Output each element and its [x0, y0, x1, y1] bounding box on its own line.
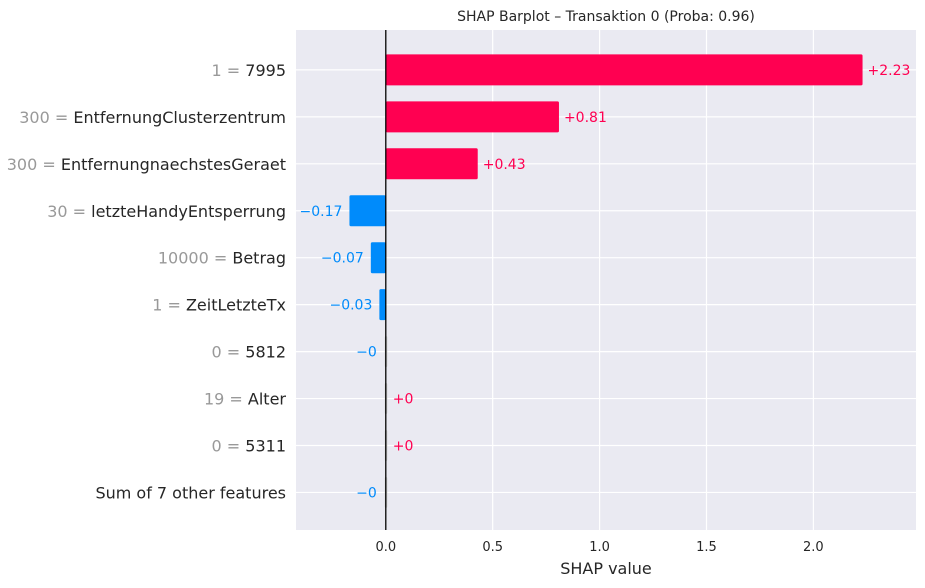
feature-value: 300 = [19, 108, 73, 127]
feature-value: 10000 = [158, 249, 232, 268]
feature-label: Sum of 7 other features [95, 483, 286, 502]
feature-name: Alter [248, 390, 287, 409]
feature-value: 300 = [7, 155, 61, 174]
feature-label: 1 = ZeitLetzteTx [152, 296, 286, 315]
x-tick-label: 1.5 [696, 540, 717, 555]
feature-name: ZeitLetzteTx [186, 296, 286, 315]
x-ticks: 0.0 0.5 1.0 1.5 2.0 [375, 540, 823, 555]
feature-name: 5812 [245, 343, 286, 362]
feature-name: EntfernungnaechstesGeraet [61, 155, 286, 174]
feature-value: 30 = [47, 202, 91, 221]
bar-value-label: +2.23 [868, 63, 911, 79]
shap-bar [370, 242, 386, 274]
feature-label: 0 = 5311 [212, 436, 286, 455]
x-tick-label: 1.0 [589, 540, 610, 555]
feature-label: 10000 = Betrag [158, 249, 286, 268]
feature-name: Betrag [232, 249, 286, 268]
feature-label: 19 = Alter [204, 390, 286, 409]
shap-bar [379, 289, 386, 321]
bar-value-label: +0 [393, 438, 414, 454]
x-axis-label: SHAP value [560, 559, 652, 578]
shap-bar [385, 148, 478, 180]
bar-value-label: −0.07 [321, 251, 364, 267]
x-tick-label: 2.0 [803, 540, 824, 555]
chart-title: SHAP Barplot – Transaktion 0 (Proba: 0.9… [457, 9, 755, 25]
feature-label: 0 = 5812 [212, 343, 286, 362]
feature-label: 300 = EntfernungClusterzentrum [19, 108, 286, 127]
bar-value-label: +0 [393, 392, 414, 408]
feature-value: 1 = [212, 61, 246, 80]
feature-name: Sum of 7 other features [95, 483, 286, 502]
bar-value-label: +0.81 [564, 110, 607, 126]
feature-value: 0 = [212, 436, 246, 455]
x-tick-label: 0.0 [375, 540, 396, 555]
bar-value-label: −0.03 [329, 298, 372, 314]
bar-value-label: −0 [356, 485, 377, 501]
feature-name: 5311 [245, 436, 286, 455]
feature-name: 7995 [245, 61, 286, 80]
x-tick-label: 0.5 [482, 540, 503, 555]
feature-name: EntfernungClusterzentrum [73, 108, 286, 127]
feature-name: letzteHandyEntsperrung [91, 202, 286, 221]
bars: +2.23 +0.81 +0.43 −0.17 −0.07 −0.03 −0 +0 +0 −0 [300, 54, 911, 508]
shap-bar [385, 101, 559, 133]
shap-bar [349, 195, 386, 227]
feature-value: 19 = [204, 390, 248, 409]
feature-label: 1 = 7995 [212, 61, 286, 80]
feature-value: 0 = [212, 343, 246, 362]
feature-label: 30 = letzteHandyEntsperrung [47, 202, 286, 221]
bar-value-label: −0.17 [300, 204, 343, 220]
feature-label: 300 = EntfernungnaechstesGeraet [7, 155, 286, 174]
shap-bar [385, 54, 863, 86]
feature-value: 1 = [152, 296, 186, 315]
bar-value-label: −0 [356, 345, 377, 361]
bar-value-label: +0.43 [483, 157, 526, 173]
